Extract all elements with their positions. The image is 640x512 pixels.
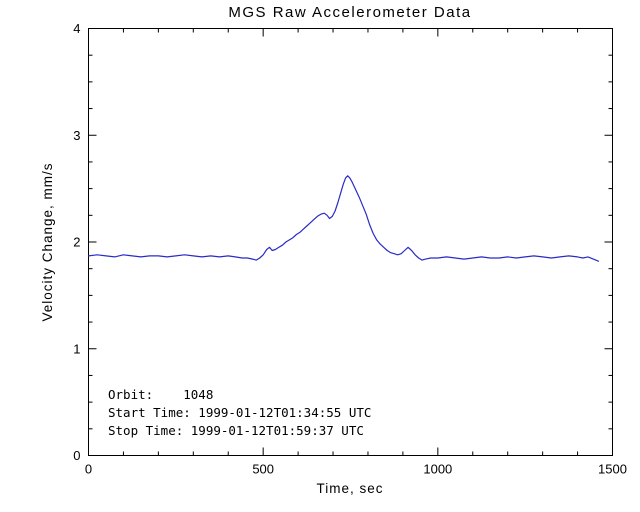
annotation-start-time: Start Time: 1999-01-12T01:34:55 UTC — [108, 405, 372, 420]
x-tick-label: 1500 — [598, 462, 627, 477]
annotation-orbit: Orbit: 1048 — [108, 387, 214, 402]
x-axis-label: Time, sec — [316, 481, 383, 496]
y-tick-label: 2 — [73, 235, 80, 250]
x-tick-label: 1000 — [423, 462, 452, 477]
tick-labels: 0 500 1000 1500 0 1 2 3 4 — [73, 21, 627, 477]
y-tick-label: 0 — [73, 448, 80, 463]
axis-ticks — [88, 28, 613, 456]
annotation-stop-time: Stop Time: 1999-01-12T01:59:37 UTC — [108, 423, 364, 438]
y-tick-label: 4 — [73, 21, 80, 36]
chart-title: MGS Raw Accelerometer Data — [228, 4, 471, 21]
x-tick-label: 0 — [85, 462, 92, 477]
y-tick-label: 3 — [73, 128, 80, 143]
y-tick-label: 1 — [73, 341, 80, 356]
velocity-line — [87, 175, 600, 262]
y-axis-label: Velocity Change, mm/s — [40, 162, 55, 321]
x-tick-label: 500 — [252, 462, 274, 477]
